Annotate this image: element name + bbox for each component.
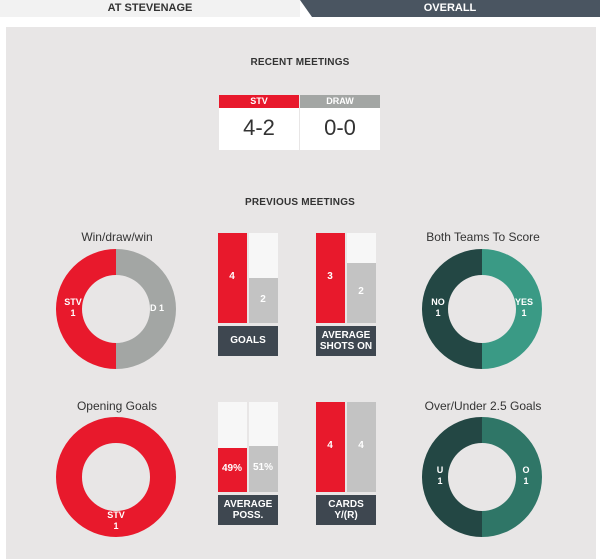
right-bar (347, 263, 376, 323)
draws-label: D 1 (149, 303, 164, 313)
left-bar (316, 402, 345, 492)
yes-value: 1 (521, 308, 527, 318)
right-bar (249, 278, 278, 323)
opening-goals-title: Opening Goals (76, 399, 158, 413)
tab-overall[interactable]: OVERALL (300, 0, 600, 17)
donut-left-segment (422, 249, 482, 369)
cards-label: CARDS Y/(R) (316, 495, 376, 525)
donut-full-ring (56, 417, 176, 537)
left-value: 49% (221, 463, 242, 474)
stv-label: STV (64, 297, 82, 307)
donut-right-segment (482, 249, 542, 369)
right-value: 2 (260, 293, 266, 305)
over-under-donut (422, 417, 542, 537)
previous-meetings-heading: PREVIOUS MEETINGS (244, 197, 356, 208)
recent-home-score: STV 4-2 (219, 95, 299, 150)
score-value: 0-0 (324, 115, 356, 140)
o-value: 1 (523, 476, 529, 486)
win-draw-win-donut (56, 249, 176, 369)
opening-goals-donut (56, 417, 176, 537)
stv-value: 1 (113, 521, 119, 531)
donut-left-segment (56, 249, 116, 369)
score-header: DRAW (300, 95, 380, 108)
win-draw-win-title: Win/draw/win (81, 230, 153, 244)
left-value: 4 (327, 440, 333, 451)
stv-label: STV (107, 510, 125, 520)
u-label: U (436, 465, 444, 475)
left-bar (316, 233, 345, 323)
no-label: NO (431, 297, 445, 307)
label-line1: AVERAGE (223, 499, 273, 510)
over-under-title: Over/Under 2.5 Goals (424, 399, 542, 413)
opening-stv-label: STV 1 (101, 510, 131, 532)
shots-on-label: AVERAGE SHOTS ON (316, 326, 376, 356)
left-value: 3 (327, 271, 333, 282)
tab-at-stevenage[interactable]: AT STEVENAGE (0, 0, 300, 17)
left-bar (218, 233, 247, 323)
label-line2: Y/(R) (334, 510, 358, 521)
donut-right-segment (482, 417, 542, 537)
label-line2: SHOTS ON (319, 341, 373, 352)
right-value: 4 (358, 440, 364, 451)
stv-value: 1 (70, 308, 76, 318)
btts-yes-label: YES 1 (509, 297, 539, 319)
o-label: O (522, 465, 530, 475)
yes-label: YES (514, 297, 533, 307)
label-line1: CARDS (328, 499, 364, 510)
left-bar (218, 448, 247, 492)
btts-title: Both Teams To Score (426, 230, 540, 244)
goals-label: GOALS (218, 326, 278, 356)
right-value: 51% (252, 462, 273, 473)
btts-no-label: NO 1 (423, 297, 453, 319)
donut-left-segment (422, 417, 482, 537)
venue-tabs: AT STEVENAGE OVERALL (0, 0, 600, 17)
label-line2: POSS. (232, 510, 264, 521)
label-line1: AVERAGE (321, 330, 371, 341)
right-value: 2 (358, 286, 364, 297)
u-value: 1 (437, 476, 443, 486)
btts-donut (422, 249, 542, 369)
left-value: 4 (229, 271, 235, 282)
possession-label: AVERAGE POSS. (218, 495, 278, 525)
recent-draw-score: DRAW 0-0 (300, 95, 380, 150)
stv-wins-label: STV 1 (58, 297, 88, 319)
donut-right-segment (116, 249, 176, 369)
score-value: 4-2 (243, 115, 275, 140)
right-bar (249, 446, 278, 492)
no-value: 1 (435, 308, 441, 318)
recent-meetings-heading: RECENT MEETINGS (250, 57, 350, 68)
right-bar (347, 402, 376, 492)
score-header: STV (219, 95, 299, 108)
